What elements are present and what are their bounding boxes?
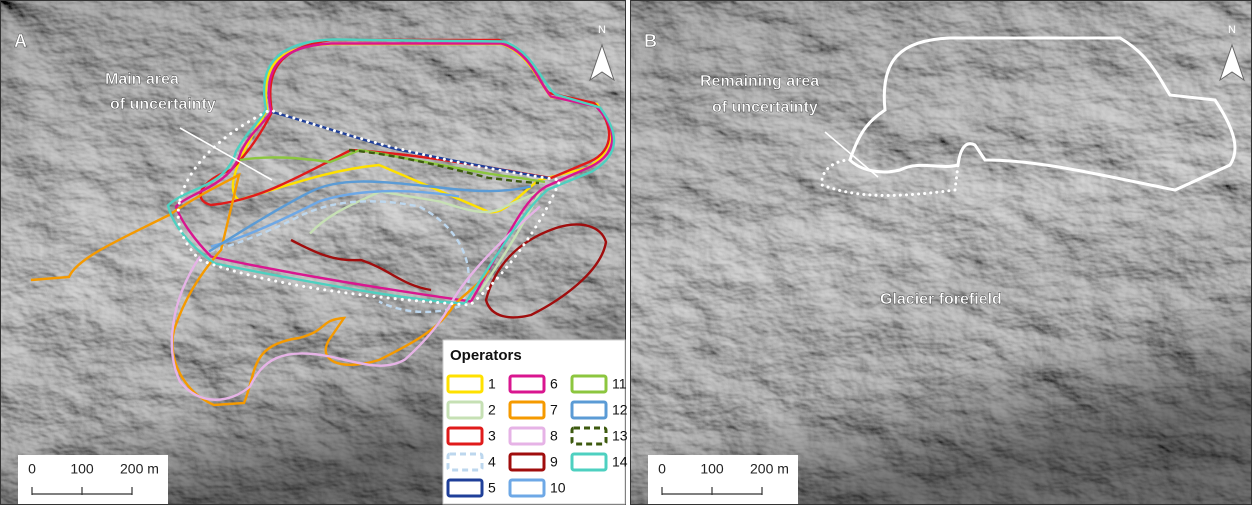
panel-label: A <box>14 31 27 51</box>
legend-label: 10 <box>550 480 566 496</box>
legend-label: 1 <box>488 376 496 392</box>
legend-label: 14 <box>612 454 628 470</box>
panel-label: B <box>644 31 657 51</box>
legend-label: 5 <box>488 480 496 496</box>
scale-label: 200 m <box>120 461 159 477</box>
scale-label: 200 m <box>750 461 789 477</box>
legend-label: 4 <box>488 454 496 470</box>
annotation: Main area <box>105 71 179 88</box>
legend-label: 3 <box>488 428 496 444</box>
north-label: N <box>598 24 606 36</box>
annotation: Remaining area <box>700 73 819 90</box>
north-label: N <box>1228 24 1236 36</box>
legend-label: 7 <box>550 402 558 418</box>
scale-label: 0 <box>28 461 36 477</box>
scale-label: 0 <box>658 461 666 477</box>
legend-label: 11 <box>612 376 627 392</box>
legend-label: 13 <box>612 428 628 444</box>
figure: AMain areaof uncertaintyN0100200 m BRema… <box>0 0 1252 505</box>
panel-b: B Remaining area of uncertainty Glacier for… <box>630 0 1252 505</box>
legend-label: 9 <box>550 454 558 470</box>
scale-label: 100 <box>70 461 94 477</box>
legend-label: 6 <box>550 376 558 392</box>
annotation: Glacier forefield <box>880 291 1002 308</box>
legend-label: 8 <box>550 428 558 444</box>
annotation: of uncertainty <box>712 99 818 116</box>
scale-label: 100 <box>700 461 724 477</box>
legend-label: 2 <box>488 402 496 418</box>
legend-title: Operators <box>450 347 522 364</box>
legend-label: 12 <box>612 402 628 418</box>
annotation: of uncertainty <box>110 96 216 113</box>
